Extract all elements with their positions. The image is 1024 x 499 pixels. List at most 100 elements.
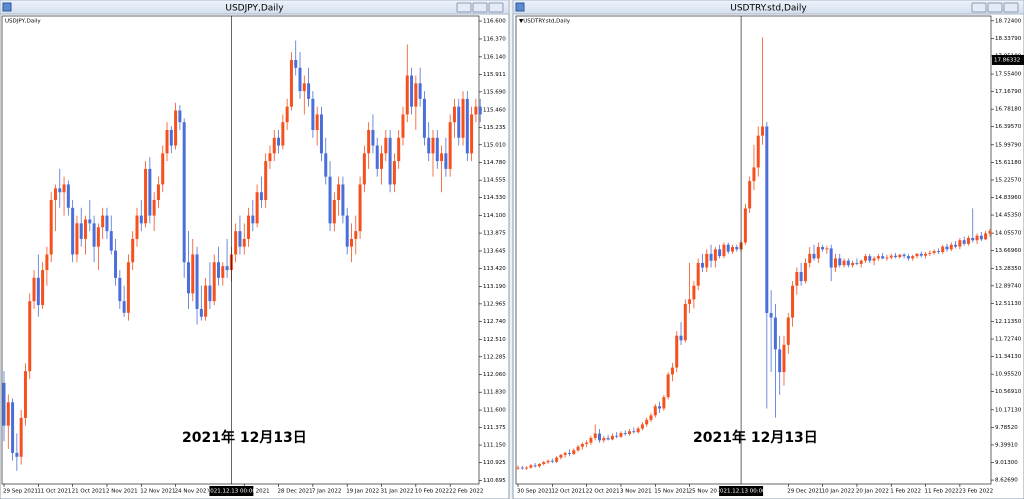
y-tick-label: 113.645: [483, 248, 506, 254]
x-tick-label: 20 Jan 2022: [856, 489, 889, 495]
x-tick-label: 12 Nov 2021: [140, 489, 175, 495]
window-min-button[interactable]: [456, 2, 472, 13]
x-tick-label: 11 Feb 2022: [925, 489, 959, 495]
candle-body: [537, 463, 541, 467]
candle-body: [542, 462, 546, 464]
window-close-button[interactable]: [488, 2, 504, 13]
candle-body: [367, 129, 371, 154]
x-tick-label: 28 Dec 2021: [278, 489, 313, 495]
y-tick-label: 114.100: [483, 213, 506, 219]
window-min-button[interactable]: [971, 2, 987, 13]
y-tick-label: 110.695: [483, 478, 506, 484]
candle-body: [988, 231, 992, 234]
candle-body: [174, 110, 178, 146]
y-tick-label: 112.060: [483, 372, 506, 378]
candle-body: [585, 442, 589, 444]
x-tick-label: 2 Nov 2021: [106, 489, 138, 495]
candle-body: [773, 317, 777, 350]
price-marker-bg: [992, 54, 1024, 65]
x-tick-label: 22 Oct 2021: [586, 489, 620, 495]
candle-body: [131, 238, 135, 263]
candle-body: [546, 460, 550, 463]
candle-body: [683, 303, 687, 341]
x-tick-label: 21 Oct 2021: [72, 489, 106, 495]
y-tick-label: 112.965: [483, 301, 506, 307]
candle-body: [238, 231, 242, 247]
x-tick-label: 12 Oct 2021: [551, 489, 585, 495]
candle-body: [161, 153, 165, 185]
candle-body: [84, 219, 88, 239]
plot-area: [515, 15, 992, 485]
y-tick-label: 115.460: [483, 107, 506, 113]
candle-body: [358, 184, 362, 232]
candle-body: [470, 114, 474, 154]
candle-body: [924, 253, 928, 256]
candle-body: [619, 433, 623, 437]
candle-body: [75, 223, 79, 255]
candle-body: [782, 344, 786, 373]
window-icon: [2, 2, 12, 12]
symbol-label: ▼USDTRY.std,Daily: [519, 19, 571, 25]
y-tick-label: 14.05570: [995, 231, 1022, 237]
candle-body: [221, 266, 225, 278]
x-tick-label: 15 Nov 2021: [654, 489, 689, 495]
candle-body: [478, 106, 482, 115]
candle-body: [615, 435, 619, 437]
candle-body: [838, 258, 842, 266]
candle-body: [452, 106, 456, 123]
window-max-button[interactable]: [987, 2, 1003, 13]
candle-body: [966, 237, 970, 244]
candle-body: [2, 382, 6, 426]
candle-body: [332, 200, 336, 224]
candle-body: [885, 257, 889, 259]
candle-body: [349, 238, 353, 247]
y-tick-label: 111.150: [483, 443, 506, 449]
candle-body: [902, 254, 906, 257]
candle-body: [45, 254, 49, 271]
candle-body: [636, 428, 640, 433]
candle-body: [126, 262, 130, 313]
candle-body: [32, 277, 36, 302]
window-title: USDTRY.std,Daily: [730, 4, 807, 14]
candle-body: [649, 415, 653, 420]
candle-body: [941, 246, 945, 253]
candle-body: [139, 215, 143, 224]
candle-body: [268, 153, 272, 162]
candle-body: [62, 184, 66, 193]
window-close-button[interactable]: [1003, 2, 1019, 13]
candle-body: [53, 188, 57, 201]
x-tick-label: 10 Jan 2022: [822, 489, 855, 495]
y-tick-label: 13.28350: [995, 266, 1022, 272]
candle-body: [186, 262, 190, 294]
candle-body: [962, 240, 966, 244]
candle-body: [688, 299, 692, 304]
candle-body: [79, 223, 83, 239]
x-tick-label: 25 Nov 2021: [689, 489, 724, 495]
candle-body: [208, 285, 212, 302]
window-icon: [515, 2, 525, 12]
candle-body: [6, 402, 10, 426]
candle-body: [799, 272, 803, 282]
y-tick-label: 116.600: [483, 19, 506, 25]
candle-body: [598, 433, 602, 441]
candle-body: [28, 301, 32, 372]
y-tick-label: 15.99790: [995, 142, 1022, 148]
candle-body: [375, 145, 379, 169]
candle-body: [195, 254, 199, 309]
candle-body: [178, 110, 182, 123]
y-tick-label: 10.56910: [995, 389, 1022, 395]
y-tick-label: 114.780: [483, 160, 506, 166]
window-title: USDJPY,Daily: [225, 4, 284, 14]
window-max-button[interactable]: [472, 2, 488, 13]
candle-body: [898, 254, 902, 258]
candle-body: [169, 129, 173, 146]
candle-body: [906, 256, 910, 259]
candle-body: [148, 168, 152, 216]
y-tick-label: 112.285: [483, 354, 506, 360]
candle-body: [696, 262, 700, 286]
candle-body: [731, 247, 734, 252]
candle-body: [606, 438, 610, 440]
y-tick-label: 110.925: [483, 460, 506, 466]
candle-body: [894, 255, 898, 258]
candle-body: [791, 285, 795, 318]
